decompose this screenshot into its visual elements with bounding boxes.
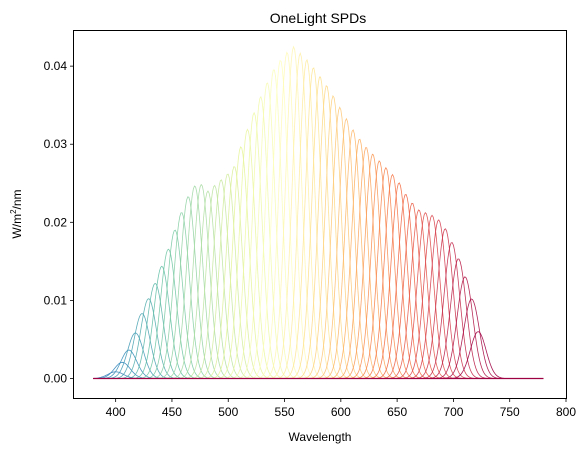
- x-tick-label: 550: [275, 405, 295, 419]
- spd-line: [93, 94, 544, 379]
- chart-title: OneLight SPDs: [270, 10, 367, 26]
- x-tick-label: 600: [331, 405, 351, 419]
- spd-line: [93, 95, 544, 379]
- x-tick-label: 700: [443, 405, 463, 419]
- y-axis-label: W/m2/nm: [9, 189, 24, 238]
- y-tick-label: 0.00: [44, 371, 68, 385]
- spd-line: [93, 138, 544, 379]
- y-tick-label: 0.02: [44, 215, 68, 229]
- plot-area: [73, 30, 567, 399]
- spd-line: [93, 258, 544, 379]
- x-tick-label: 750: [500, 405, 520, 419]
- spd-series-layer: [93, 45, 544, 380]
- y-tick-label: 0.04: [44, 59, 68, 73]
- x-axis-label: Wavelength: [289, 430, 352, 444]
- spd-line: [93, 265, 544, 379]
- plot-frame: [73, 30, 567, 399]
- x-tick-label: 450: [162, 405, 182, 419]
- x-tick-label: 650: [387, 405, 407, 419]
- y-tick-label: 0.01: [44, 293, 68, 307]
- y-axis: 0.00 0.01 0.02 0.03 0.04: [44, 59, 74, 385]
- x-tick-label: 800: [556, 405, 576, 419]
- x-axis: 400 450 500 550 600 650 700 750 800: [106, 398, 576, 419]
- x-tick-label: 500: [218, 405, 238, 419]
- y-tick-label: 0.03: [44, 137, 68, 151]
- x-tick-label: 400: [106, 405, 126, 419]
